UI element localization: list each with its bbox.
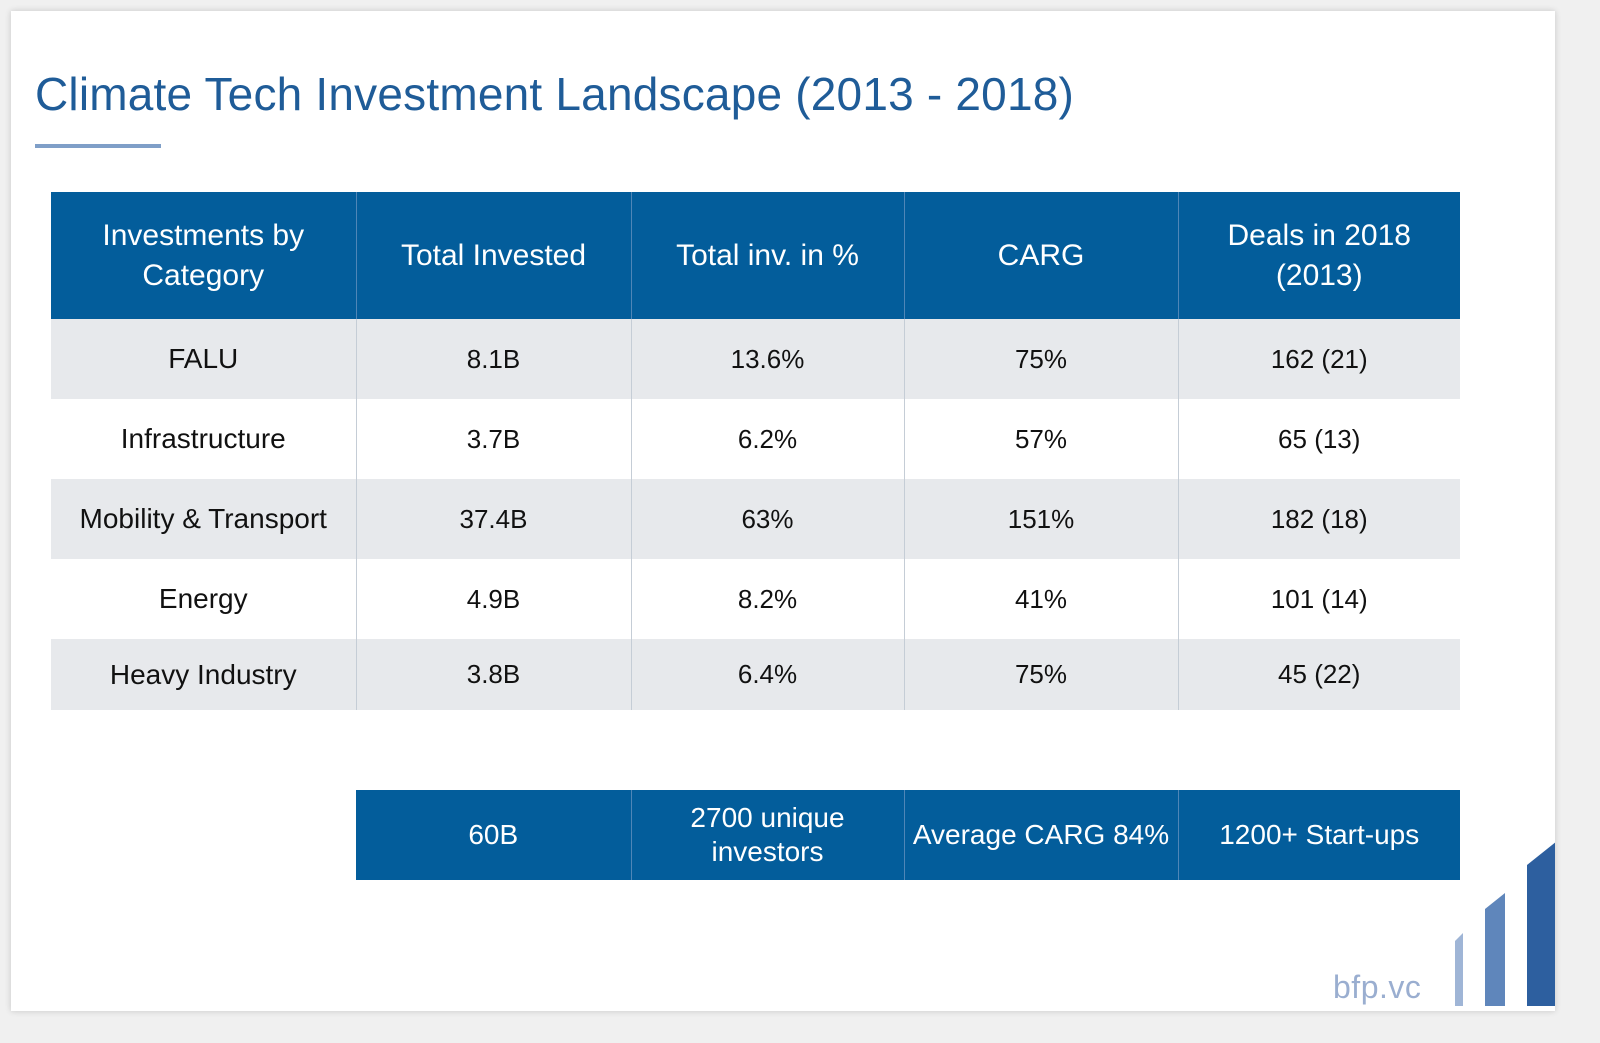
- cell-deals: 162 (21): [1178, 319, 1460, 399]
- cell-carg: 151%: [904, 479, 1179, 559]
- cell-carg: 57%: [904, 399, 1179, 479]
- slide: Climate Tech Investment Landscape (2013 …: [11, 11, 1555, 1011]
- logo-bar-large-icon: [1527, 842, 1555, 1006]
- cell-percent: 13.6%: [631, 319, 905, 399]
- cell-total-invested: 37.4B: [356, 479, 632, 559]
- table-row: FALU 8.1B 13.6% 75% 162 (21): [51, 319, 1460, 399]
- logo-bar-medium-icon: [1485, 893, 1505, 1006]
- cell-category: Infrastructure: [51, 399, 357, 479]
- summary-investors: 2700 unique investors: [631, 790, 905, 880]
- header-category: Investments by Category: [51, 192, 357, 319]
- cell-carg: 75%: [904, 319, 1179, 399]
- cell-carg: 41%: [904, 559, 1179, 639]
- cell-category: FALU: [51, 319, 357, 399]
- cell-total-invested: 3.7B: [356, 399, 632, 479]
- cell-category: Heavy Industry: [51, 639, 357, 710]
- header-percent: Total inv. in %: [631, 192, 905, 319]
- cell-percent: 8.2%: [631, 559, 905, 639]
- table-row: Infrastructure 3.7B 6.2% 57% 65 (13): [51, 399, 1460, 479]
- summary-startups: 1200+ Start-ups: [1178, 790, 1460, 880]
- page-title: Climate Tech Investment Landscape (2013 …: [35, 68, 1075, 120]
- cell-total-invested: 4.9B: [356, 559, 632, 639]
- table-row: Heavy Industry 3.8B 6.4% 75% 45 (22): [51, 639, 1460, 710]
- cell-total-invested: 8.1B: [356, 319, 632, 399]
- summary-table: 60B 2700 unique investors Average CARG 8…: [356, 790, 1460, 880]
- summary-average-carg: Average CARG 84%: [904, 790, 1179, 880]
- brand-label: bfp.vc: [1333, 969, 1422, 1005]
- investment-table: Investments by Category Total Invested T…: [51, 192, 1460, 710]
- cell-category: Mobility & Transport: [51, 479, 357, 559]
- cell-deals: 182 (18): [1178, 479, 1460, 559]
- cell-deals: 101 (14): [1270, 583, 1368, 614]
- table-header-row: Investments by Category Total Invested T…: [51, 192, 1460, 319]
- cell-category: Energy: [51, 559, 357, 639]
- cell-carg: 75%: [904, 639, 1179, 710]
- header-deals: Deals in 2018 (2013): [1178, 192, 1460, 319]
- header-total-invested: Total Invested: [356, 192, 632, 319]
- cell-deals: 65 (13): [1278, 423, 1361, 454]
- table-row: Mobility & Transport 37.4B 63% 151% 182 …: [51, 479, 1460, 559]
- summary-row: 60B 2700 unique investors Average CARG 8…: [356, 790, 1460, 880]
- cell-total-invested: 3.8B: [356, 639, 632, 710]
- cell-percent: 63%: [631, 479, 905, 559]
- summary-total: 60B: [356, 790, 632, 880]
- bar-chart-logo-icon: [1455, 842, 1555, 1006]
- table-row: Energy 4.9B 8.2% 41% 101 (14): [51, 559, 1460, 639]
- logo-bar-small-icon: [1455, 933, 1463, 1006]
- header-carg: CARG: [904, 192, 1179, 319]
- cell-percent: 6.4%: [631, 639, 905, 710]
- cell-percent: 6.2%: [631, 399, 905, 479]
- cell-deals: 45 (22): [1178, 639, 1460, 710]
- title-underline: [35, 144, 161, 148]
